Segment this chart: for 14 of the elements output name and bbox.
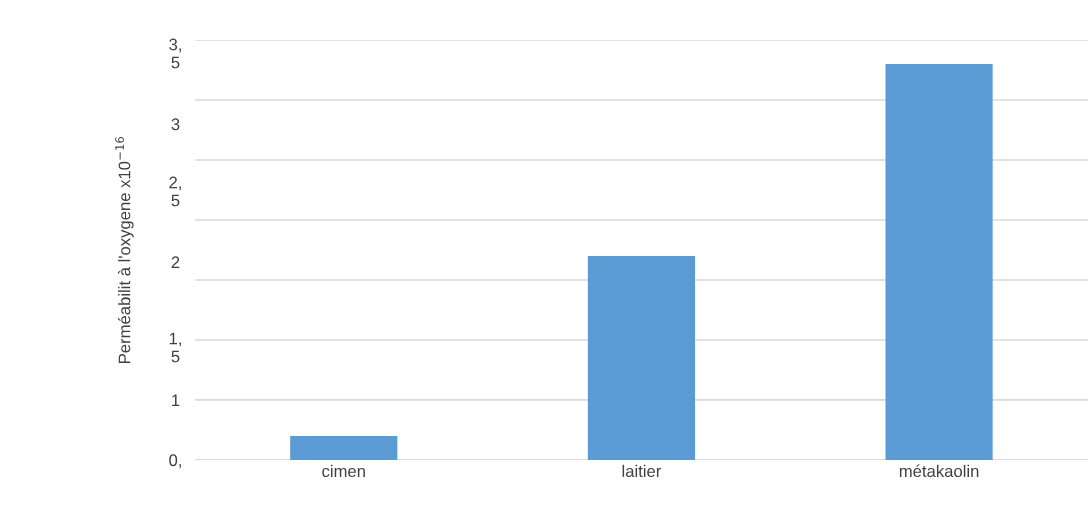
y-tick-label: 2, 5 — [169, 176, 181, 207]
bar — [587, 255, 695, 460]
bar — [885, 63, 993, 460]
y-tick-label: 1 — [172, 394, 180, 406]
x-tick-label: métakaolin — [899, 464, 979, 478]
y-tick-label: 0, — [169, 454, 181, 469]
y-tick-label: 1, 5 — [169, 332, 181, 363]
bar — [290, 435, 398, 460]
x-tick-label: cimen — [322, 464, 365, 478]
y-tick-label: 3, 5 — [169, 38, 181, 69]
y-tick-label: 2 — [171, 256, 180, 268]
x-tick-label: laitier — [622, 464, 662, 478]
y-axis-title: Perméabilit à l'oxygene x10$^{−16}$ — [115, 136, 134, 363]
y-tick-label: 3 — [171, 118, 180, 131]
